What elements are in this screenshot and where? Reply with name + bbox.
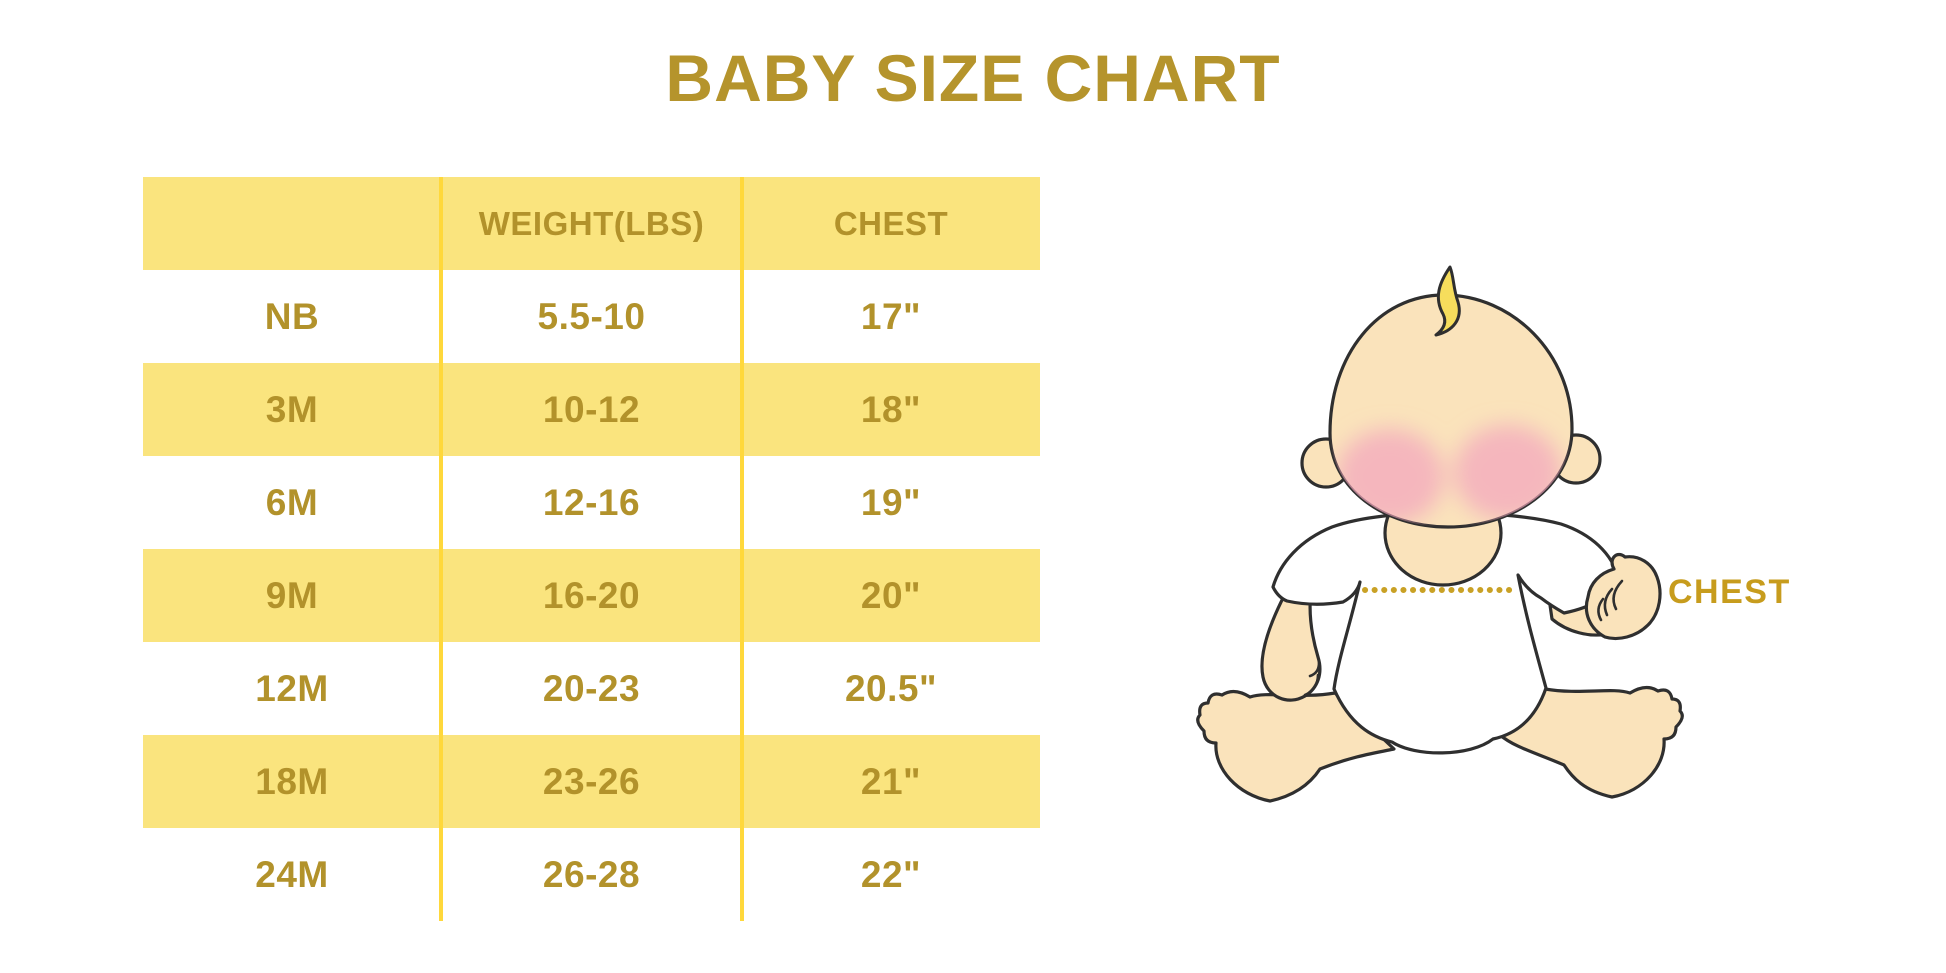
table-cell-weight: 20-23 [441, 642, 742, 735]
table-cell-size: NB [143, 270, 441, 363]
table-cell-size: 9M [143, 549, 441, 642]
table-cell-weight: 16-20 [441, 549, 742, 642]
table-cell-chest: 18" [742, 363, 1040, 456]
table-cell-size: 18M [143, 735, 441, 828]
page-title: BABY SIZE CHART [665, 41, 1281, 115]
table-header-chest: CHEST [742, 177, 1040, 270]
table-cell-chest: 20.5" [742, 642, 1040, 735]
size-table: WEIGHT(LBS) CHEST NB 5.5-10 17" 3M 10-12 18" 6… [143, 177, 1040, 921]
baby-illustration [1160, 225, 1720, 825]
table-cell-weight: 12-16 [441, 456, 742, 549]
baby-left-arm [1260, 579, 1322, 702]
table-cell-weight: 26-28 [441, 828, 742, 921]
baby-hair-curl [1434, 265, 1461, 337]
baby-right-leg [1498, 685, 1684, 799]
table-cell-chest: 21" [742, 735, 1040, 828]
table-cell-size: 6M [143, 456, 441, 549]
table-cell-weight: 5.5-10 [441, 270, 742, 363]
table-header-size [143, 177, 441, 270]
table-cell-chest: 22" [742, 828, 1040, 921]
table-cell-weight: 10-12 [441, 363, 742, 456]
table-header-weight: WEIGHT(LBS) [441, 177, 742, 270]
table-cell-weight: 23-26 [441, 735, 742, 828]
table-cell-size: 3M [143, 363, 441, 456]
baby-left-leg [1196, 689, 1396, 803]
table-cell-size: 12M [143, 642, 441, 735]
table-cell-chest: 19" [742, 456, 1040, 549]
column-divider-line [740, 177, 744, 921]
column-divider-line [439, 177, 443, 921]
chest-annotation-label: CHEST [1668, 573, 1791, 611]
baby-right-fist [1584, 552, 1662, 641]
table-cell-chest: 17" [742, 270, 1040, 363]
table-cell-chest: 20" [742, 549, 1040, 642]
table-cell-size: 24M [143, 828, 441, 921]
